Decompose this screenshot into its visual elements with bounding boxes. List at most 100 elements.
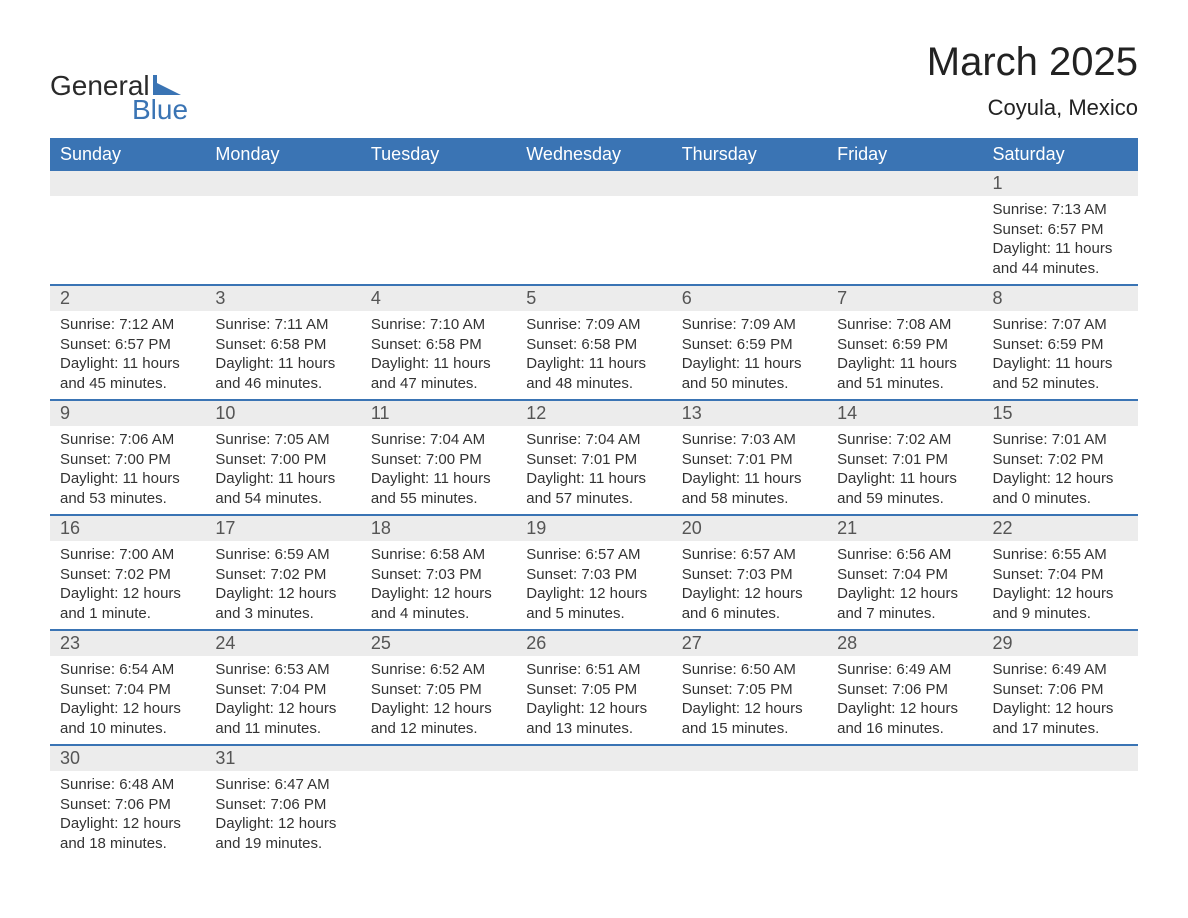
daylight-label: Daylight: — [993, 470, 1056, 487]
sunset-value: 7:00 PM — [270, 451, 326, 468]
daylight: Daylight: 11 hours and 53 minutes. — [60, 469, 195, 508]
sunrise-label: Sunrise: — [60, 431, 119, 448]
day-details — [827, 771, 982, 791]
calendar-cell: 29Sunrise: 6:49 AMSunset: 7:06 PMDayligh… — [983, 630, 1138, 745]
sunrise-label: Sunrise: — [526, 661, 585, 678]
sunset-label: Sunset: — [682, 566, 737, 583]
sunset-value: 7:04 PM — [270, 681, 326, 698]
day-details: Sunrise: 6:57 AMSunset: 7:03 PMDaylight:… — [672, 541, 827, 629]
daylight: Daylight: 11 hours and 45 minutes. — [60, 354, 195, 393]
sunrise: Sunrise: 7:11 AM — [215, 315, 350, 335]
calendar-table: SundayMondayTuesdayWednesdayThursdayFrid… — [50, 138, 1138, 859]
day-details: Sunrise: 6:50 AMSunset: 7:05 PMDaylight:… — [672, 656, 827, 744]
sunrise: Sunrise: 7:01 AM — [993, 430, 1128, 450]
daylight-label: Daylight: — [371, 355, 434, 372]
sunset-label: Sunset: — [526, 566, 581, 583]
sunset-value: 7:02 PM — [1048, 451, 1104, 468]
daylight: Daylight: 12 hours and 13 minutes. — [526, 699, 661, 738]
sunset-label: Sunset: — [60, 681, 115, 698]
sunrise: Sunrise: 6:48 AM — [60, 775, 195, 795]
sunset: Sunset: 6:57 PM — [60, 335, 195, 355]
daylight-label: Daylight: — [215, 700, 278, 717]
day-details: Sunrise: 6:55 AMSunset: 7:04 PMDaylight:… — [983, 541, 1138, 629]
sunset: Sunset: 7:01 PM — [526, 450, 661, 470]
sunrise-value: 7:10 AM — [430, 316, 485, 333]
sunset-label: Sunset: — [682, 336, 737, 353]
day-details: Sunrise: 7:05 AMSunset: 7:00 PMDaylight:… — [205, 426, 360, 514]
calendar-cell — [50, 171, 205, 285]
daylight: Daylight: 11 hours and 52 minutes. — [993, 354, 1128, 393]
sunset-value: 7:01 PM — [892, 451, 948, 468]
sunrise-label: Sunrise: — [60, 546, 119, 563]
day-number: 17 — [205, 516, 360, 541]
sunrise-label: Sunrise: — [526, 431, 585, 448]
calendar-cell: 31Sunrise: 6:47 AMSunset: 7:06 PMDayligh… — [205, 745, 360, 859]
daylight-label: Daylight: — [682, 355, 745, 372]
sunrise-label: Sunrise: — [682, 431, 741, 448]
day-details: Sunrise: 6:53 AMSunset: 7:04 PMDaylight:… — [205, 656, 360, 744]
daylight: Daylight: 12 hours and 18 minutes. — [60, 814, 195, 853]
sunrise-label: Sunrise: — [682, 316, 741, 333]
day-details: Sunrise: 7:09 AMSunset: 6:58 PMDaylight:… — [516, 311, 671, 399]
day-number — [50, 171, 205, 196]
calendar-cell — [672, 171, 827, 285]
daylight-label: Daylight: — [215, 355, 278, 372]
day-number — [516, 746, 671, 771]
day-details — [516, 771, 671, 791]
calendar-cell: 2Sunrise: 7:12 AMSunset: 6:57 PMDaylight… — [50, 285, 205, 400]
day-header: Monday — [205, 138, 360, 171]
sunset-label: Sunset: — [215, 681, 270, 698]
sunset: Sunset: 7:06 PM — [837, 680, 972, 700]
day-details: Sunrise: 7:07 AMSunset: 6:59 PMDaylight:… — [983, 311, 1138, 399]
sunset: Sunset: 7:00 PM — [60, 450, 195, 470]
calendar-cell: 30 Sunrise: 6:48 AMSunset: 7:06 PMDayligh… — [50, 745, 205, 859]
daylight-label: Daylight: — [837, 355, 900, 372]
calendar-cell — [516, 745, 671, 859]
calendar-cell — [827, 745, 982, 859]
sunrise-value: 6:57 AM — [741, 546, 796, 563]
day-number: 9 — [50, 401, 205, 426]
sunrise-value: 6:55 AM — [1052, 546, 1107, 563]
daylight-label: Daylight: — [993, 585, 1056, 602]
sunset-value: 7:05 PM — [737, 681, 793, 698]
sunset-value: 6:59 PM — [737, 336, 793, 353]
sunset-value: 7:06 PM — [1048, 681, 1104, 698]
daylight: Daylight: 11 hours and 51 minutes. — [837, 354, 972, 393]
title-block: March 2025 Coyula, Mexico — [927, 40, 1138, 121]
sunset: Sunset: 7:04 PM — [215, 680, 350, 700]
daylight: Daylight: 12 hours and 9 minutes. — [993, 584, 1128, 623]
day-number: 7 — [827, 286, 982, 311]
calendar-cell — [672, 745, 827, 859]
daylight: Daylight: 12 hours and 1 minute. — [60, 584, 195, 623]
day-number: 14 — [827, 401, 982, 426]
sunrise-label: Sunrise: — [371, 546, 430, 563]
daylight-label: Daylight: — [60, 470, 123, 487]
day-number: 30 — [50, 746, 205, 771]
sunset-label: Sunset: — [526, 451, 581, 468]
sunset: Sunset: 7:03 PM — [682, 565, 817, 585]
sunset-value: 7:04 PM — [1048, 566, 1104, 583]
sunrise-label: Sunrise: — [837, 546, 896, 563]
sunrise-label: Sunrise: — [215, 546, 274, 563]
calendar-cell: 23Sunrise: 6:54 AMSunset: 7:04 PMDayligh… — [50, 630, 205, 745]
sunset-label: Sunset: — [526, 336, 581, 353]
day-header: Saturday — [983, 138, 1138, 171]
sunset: Sunset: 7:02 PM — [215, 565, 350, 585]
sunrise-label: Sunrise: — [993, 661, 1052, 678]
sunset-label: Sunset: — [837, 681, 892, 698]
calendar-cell: 12Sunrise: 7:04 AMSunset: 7:01 PMDayligh… — [516, 400, 671, 515]
calendar-cell: 27Sunrise: 6:50 AMSunset: 7:05 PMDayligh… — [672, 630, 827, 745]
day-number: 18 — [361, 516, 516, 541]
sunset-label: Sunset: — [993, 336, 1048, 353]
sunset-value: 7:06 PM — [115, 796, 171, 813]
sunrise: Sunrise: 7:12 AM — [60, 315, 195, 335]
day-details: Sunrise: 6:54 AMSunset: 7:04 PMDaylight:… — [50, 656, 205, 744]
sunrise-label: Sunrise: — [215, 661, 274, 678]
daylight-label: Daylight: — [682, 585, 745, 602]
sunrise-label: Sunrise: — [837, 316, 896, 333]
sunset: Sunset: 7:05 PM — [682, 680, 817, 700]
calendar-cell — [827, 171, 982, 285]
calendar-cell: 19Sunrise: 6:57 AMSunset: 7:03 PMDayligh… — [516, 515, 671, 630]
sunset-label: Sunset: — [60, 796, 115, 813]
calendar-cell: 13Sunrise: 7:03 AMSunset: 7:01 PMDayligh… — [672, 400, 827, 515]
